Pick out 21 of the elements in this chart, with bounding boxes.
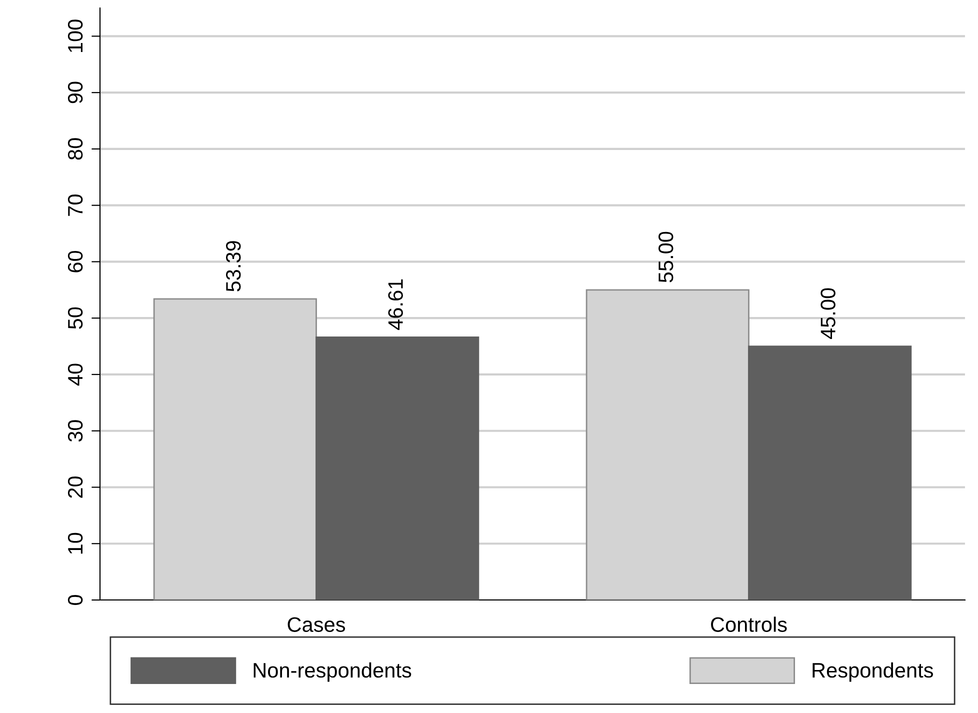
x-tick-label: Controls — [711, 616, 787, 632]
y-tick-label: 60 — [68, 250, 83, 272]
y-tick-label: 40 — [68, 364, 83, 386]
y-tick-label: 90 — [68, 82, 83, 104]
data-label: 55.00 — [658, 232, 674, 282]
y-tick-label: 100 — [68, 20, 83, 52]
bar — [748, 346, 912, 600]
data-label: 45.00 — [820, 288, 836, 340]
y-tick-label: 30 — [68, 420, 83, 442]
data-label: 53.39 — [226, 241, 241, 292]
y-tick-label: 80 — [68, 138, 83, 160]
data-label: 46.61 — [388, 279, 403, 330]
y-tick-label: 50 — [68, 307, 83, 329]
y-tick-label: 10 — [68, 532, 83, 554]
y-tick-label: 70 — [68, 194, 83, 216]
y-tick-label: 20 — [68, 476, 83, 498]
x-tick-label: Cases — [288, 617, 346, 632]
legend-label: Respondents — [812, 662, 934, 682]
legend-label: Non-respondents — [254, 662, 412, 682]
y-tick-label: 0 — [68, 595, 83, 605]
bar — [316, 336, 480, 600]
